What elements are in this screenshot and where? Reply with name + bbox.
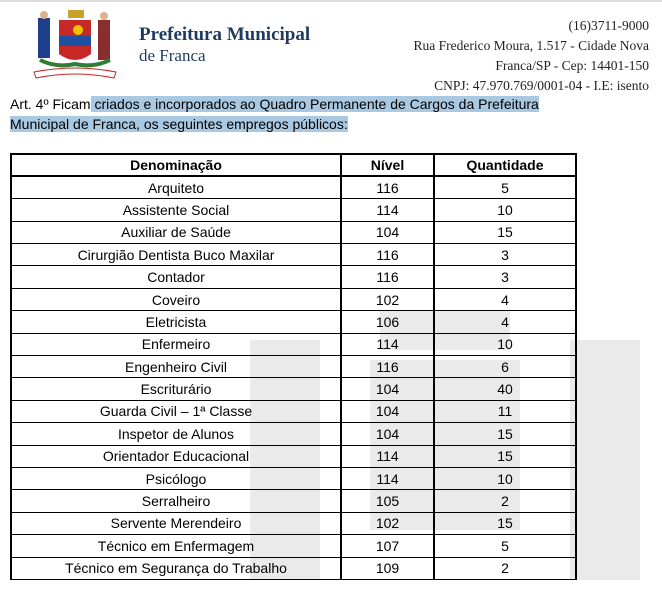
cell-denominacao: Assistente Social [10,198,342,222]
table-row: Psicólogo 114 10 [10,466,577,491]
cell-quantidade: 3 [433,243,577,267]
cell-denominacao: Contador [10,265,342,289]
org-line-2: de Franca [139,46,206,65]
cell-nivel: 104 [340,377,435,401]
cell-quantidade: 2 [433,556,577,580]
cell-nivel: 102 [340,287,435,312]
cell-quantidade: 10 [433,198,577,222]
cell-nivel: 114 [340,198,435,222]
table-row: Contador 116 3 [10,265,577,289]
cell-quantidade: 11 [433,399,577,424]
cell-nivel: 116 [340,175,435,200]
cell-quantidade: 15 [433,511,577,536]
cell-denominacao: Cirurgião Dentista Buco Maxilar [10,243,342,267]
cell-quantidade: 4 [433,287,577,312]
table-row: Engenheiro Civil 116 6 [10,355,577,379]
column-header: Nível [340,152,435,178]
cell-denominacao: Inspetor de Alunos [10,422,342,446]
cell-denominacao: Servente Merendeiro [10,511,342,536]
cell-nivel: 114 [340,444,435,468]
table-row: Servente Merendeiro 102 15 [10,511,577,536]
table-row: Assistente Social 114 10 [10,198,577,222]
cell-quantidade: 15 [433,444,577,468]
table-row: Escriturário 104 40 [10,377,577,401]
cell-denominacao: Psicólogo [10,466,342,491]
cell-nivel: 114 [340,466,435,491]
article-text[interactable]: Art. 4º Ficam criados e incorporados ao … [10,94,600,134]
cell-denominacao: Engenheiro Civil [10,355,342,379]
table-row: Eletricista 106 4 [10,310,577,334]
cell-nivel: 116 [340,355,435,379]
cell-nivel: 106 [340,310,435,334]
cell-denominacao: Orientador Educacional [10,444,342,468]
city: Franca/SP - Cep: 14401-150 [495,58,649,73]
cell-denominacao: Técnico em Segurança do Trabalho [10,556,342,580]
cell-nivel: 109 [340,556,435,580]
table-row: Auxiliar de Saúde 104 15 [10,220,577,245]
cell-nivel: 116 [340,243,435,267]
cell-nivel: 107 [340,534,435,558]
cell-quantidade: 2 [433,489,577,513]
cell-quantidade: 15 [433,422,577,446]
cell-nivel: 104 [340,220,435,245]
cell-quantidade: 6 [433,355,577,379]
cell-nivel: 104 [340,399,435,424]
cell-denominacao: Auxiliar de Saúde [10,220,342,245]
cell-quantidade: 15 [433,220,577,245]
cell-quantidade: 5 [433,175,577,200]
cell-quantidade: 5 [433,534,577,558]
table-row: Técnico em Segurança do Trabalho 109 2 [10,556,577,580]
coat-of-arms-logo [33,10,117,79]
table-row: Orientador Educacional 114 15 [10,444,577,468]
cell-denominacao: Arquiteto [10,175,342,200]
cell-denominacao: Serralheiro [10,489,342,513]
cell-denominacao: Coveiro [10,287,342,312]
organization-name: Prefeitura Municipal de Franca [139,24,310,65]
table-row: Serralheiro 105 2 [10,489,577,513]
table-row: Cirurgião Dentista Buco Maxilar 116 3 [10,243,577,267]
table-row: Coveiro 102 4 [10,287,577,312]
cell-denominacao: Eletricista [10,310,342,334]
cell-quantidade: 10 [433,466,577,491]
column-header: Quantidade [433,152,577,178]
phone: (16)3711-9000 [568,18,650,33]
address: Rua Frederico Moura, 1.517 - Cidade Nova [413,38,649,53]
cell-nivel: 102 [340,511,435,536]
article-prefix: Art. 4º Ficam [10,96,91,112]
contact-block: (16)3711-9000 Rua Frederico Moura, 1.517… [414,16,649,96]
cell-denominacao: Guarda Civil – 1ª Classe [10,399,342,424]
table-row: Enfermeiro 114 10 [10,332,577,357]
cell-nivel: 104 [340,422,435,446]
table-row: Guarda Civil – 1ª Classe 104 11 [10,399,577,424]
cell-quantidade: 4 [433,310,577,334]
table-row: Inspetor de Alunos 104 15 [10,422,577,446]
cell-quantidade: 10 [433,332,577,357]
cell-quantidade: 3 [433,265,577,289]
org-line-1: Prefeitura Municipal [139,24,311,45]
cell-quantidade: 40 [433,377,577,401]
cnpj: CNPJ: 47.970.769/0001-04 - I.E: isento [434,78,649,93]
cell-denominacao: Escriturário [10,377,342,401]
cell-denominacao: Técnico em Enfermagem [10,534,342,558]
cell-denominacao: Enfermeiro [10,332,342,357]
top-border [0,0,662,2]
cell-nivel: 105 [340,489,435,513]
table-row: Arquiteto 116 5 [10,175,577,200]
table-row: Técnico em Enfermagem 107 5 [10,534,577,558]
positions-table: Denominação Nível Quantidade Arquiteto 116 5… [10,152,577,580]
cell-nivel: 114 [340,332,435,357]
column-header: Denominação [10,152,342,178]
cell-nivel: 116 [340,265,435,289]
